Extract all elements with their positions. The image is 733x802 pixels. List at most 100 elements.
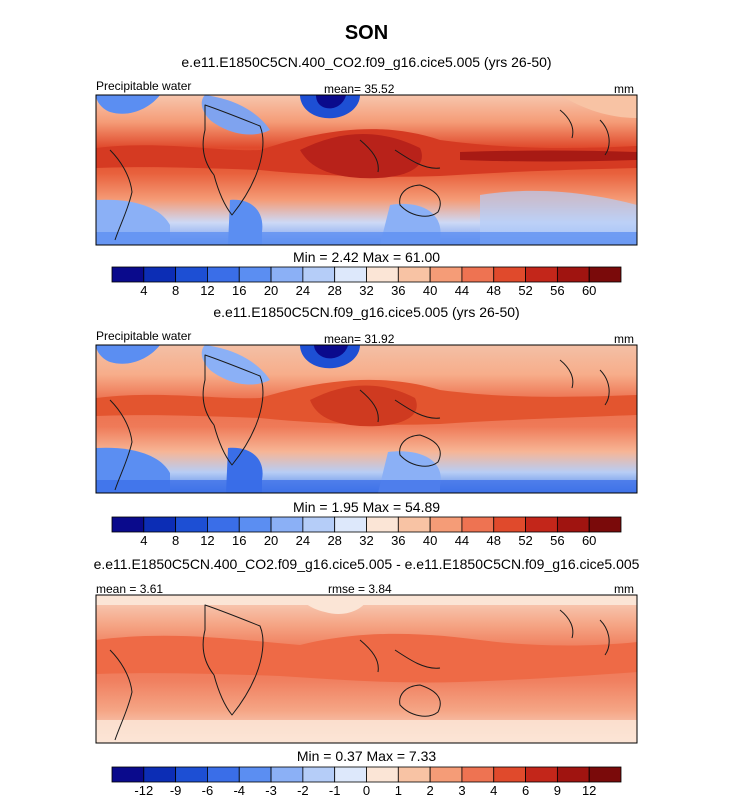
colorbar-swatch	[207, 266, 240, 283]
colorbar-swatch	[366, 266, 399, 283]
panel-3-rmse-label: rmse = 3.84	[328, 582, 392, 596]
colorbar-tick-label: 32	[359, 283, 373, 298]
colorbar-tick-label: 8	[172, 283, 179, 298]
colorbar-tick-label: 56	[550, 283, 564, 298]
colorbar-tick-label: 48	[487, 283, 501, 298]
colorbar-tick-label: 40	[423, 283, 437, 298]
colorbar-swatch	[111, 266, 145, 283]
panel-2-units-label: mm	[614, 332, 634, 346]
colorbar-swatch	[397, 516, 431, 533]
colorbar-swatch	[270, 766, 304, 783]
colorbar-swatch	[366, 766, 399, 783]
panel-3-map-frame	[95, 594, 638, 744]
colorbar-swatch	[175, 266, 208, 283]
colorbar-swatch	[175, 516, 208, 533]
colorbar-tick-label: 28	[327, 533, 341, 548]
colorbar-tick-label: -12	[134, 783, 153, 798]
colorbar-swatch	[588, 766, 622, 783]
colorbar-swatch	[334, 266, 367, 283]
colorbar-tick-label: 4	[140, 533, 147, 548]
colorbar-swatch	[302, 516, 336, 533]
colorbar-swatch	[143, 516, 177, 533]
colorbar-swatch	[588, 516, 622, 533]
colorbar-swatch	[366, 516, 399, 533]
colorbar-tick-label: 4	[490, 783, 497, 798]
colorbar-swatch	[397, 266, 431, 283]
colorbar-swatch	[525, 516, 558, 533]
colorbar-swatch	[525, 766, 558, 783]
colorbar-swatch	[270, 266, 304, 283]
colorbar-tick-label: 12	[582, 783, 596, 798]
colorbar-swatch	[429, 766, 463, 783]
colorbar-tick-label: 16	[232, 533, 246, 548]
colorbar-swatch	[461, 516, 495, 533]
colorbar-tick-label: 24	[296, 533, 310, 548]
colorbar-tick-label: 8	[172, 533, 179, 548]
colorbar-tick-label: -2	[297, 783, 309, 798]
panel-3-units-label: mm	[614, 582, 634, 596]
colorbar-tick-label: -9	[170, 783, 182, 798]
figure-title: SON	[344, 22, 389, 44]
colorbar-tick-label: 60	[582, 283, 596, 298]
panel-3-subtitle: e.e11.E1850C5CN.400_CO2.f09_g16.cice5.00…	[93, 556, 640, 572]
colorbar-tick-label: -4	[233, 783, 245, 798]
colorbar-tick-label: 6	[522, 783, 529, 798]
panel-2-variable-label: Precipitable water	[96, 329, 192, 343]
panel-1-variable-label: Precipitable water	[96, 79, 192, 93]
colorbar-swatch	[238, 516, 272, 533]
panel-2-map	[96, 345, 637, 493]
panel-3-colorbar: -12 -9 -6 -4 -3 -2 -1 0 1 2 3 4 6 9 12	[111, 766, 622, 798]
colorbar-swatch	[207, 516, 240, 533]
colorbar-tick-label: 56	[550, 533, 564, 548]
colorbar-swatch	[556, 516, 590, 533]
colorbar-tick-label: -3	[265, 783, 277, 798]
colorbar-swatch	[334, 516, 367, 533]
colorbar-tick-label: 20	[264, 533, 278, 548]
colorbar-tick-label: 12	[200, 283, 214, 298]
colorbar-tick-label: 48	[487, 533, 501, 548]
panel-3-mean-label: mean = 3.61	[96, 582, 164, 596]
panel-1-map-frame	[95, 94, 638, 246]
panel-2-min-max: Min = 1.95 Max = 54.89	[292, 499, 441, 515]
colorbar-swatch	[556, 766, 590, 783]
panel-1-subtitle: e.e11.E1850C5CN.400_CO2.f09_g16.cice5.00…	[181, 54, 552, 70]
colorbar-swatch	[207, 766, 240, 783]
colorbar-swatch	[493, 516, 526, 533]
colorbar-swatch	[302, 766, 336, 783]
colorbar-swatch	[302, 266, 336, 283]
colorbar-tick-label: 0	[363, 783, 370, 798]
panel-1-mean-label: mean= 35.52	[324, 82, 395, 96]
panel-2-map-frame	[95, 344, 638, 494]
colorbar-tick-label: 36	[391, 283, 405, 298]
panel-2-mean-label: mean= 31.92	[324, 332, 395, 346]
panel-1-map	[96, 95, 637, 245]
colorbar-swatch	[493, 266, 526, 283]
colorbar-tick-label: -6	[202, 783, 214, 798]
colorbar-swatch	[556, 266, 590, 283]
colorbar-tick-label: 40	[423, 533, 437, 548]
colorbar-tick-label: 28	[327, 283, 341, 298]
colorbar-tick-label: 2	[427, 783, 434, 798]
colorbar-tick-label: 12	[200, 533, 214, 548]
colorbar-swatch	[270, 516, 304, 533]
colorbar-tick-label: 52	[518, 533, 532, 548]
colorbar-swatch	[334, 766, 367, 783]
colorbar-swatch	[238, 266, 272, 283]
colorbar-tick-label: 60	[582, 533, 596, 548]
colorbar-tick-label: 52	[518, 283, 532, 298]
colorbar-tick-label: 44	[455, 283, 469, 298]
colorbar-tick-label: 44	[455, 533, 469, 548]
colorbar-swatch	[238, 766, 272, 783]
colorbar-swatch	[429, 266, 463, 283]
colorbar-swatch	[143, 766, 177, 783]
colorbar-swatch	[397, 766, 431, 783]
panel-1-min-max: Min = 2.42 Max = 61.00	[292, 249, 441, 265]
colorbar-swatch	[461, 266, 495, 283]
colorbar-tick-label: 9	[554, 783, 561, 798]
colorbar-tick-label: 1	[395, 783, 402, 798]
colorbar-swatch	[493, 766, 526, 783]
colorbar-tick-label: 36	[391, 533, 405, 548]
panel-2-subtitle: e.e11.E1850C5CN.f09_g16.cice5.005 (yrs 2…	[213, 304, 520, 320]
colorbar-swatch	[461, 766, 495, 783]
